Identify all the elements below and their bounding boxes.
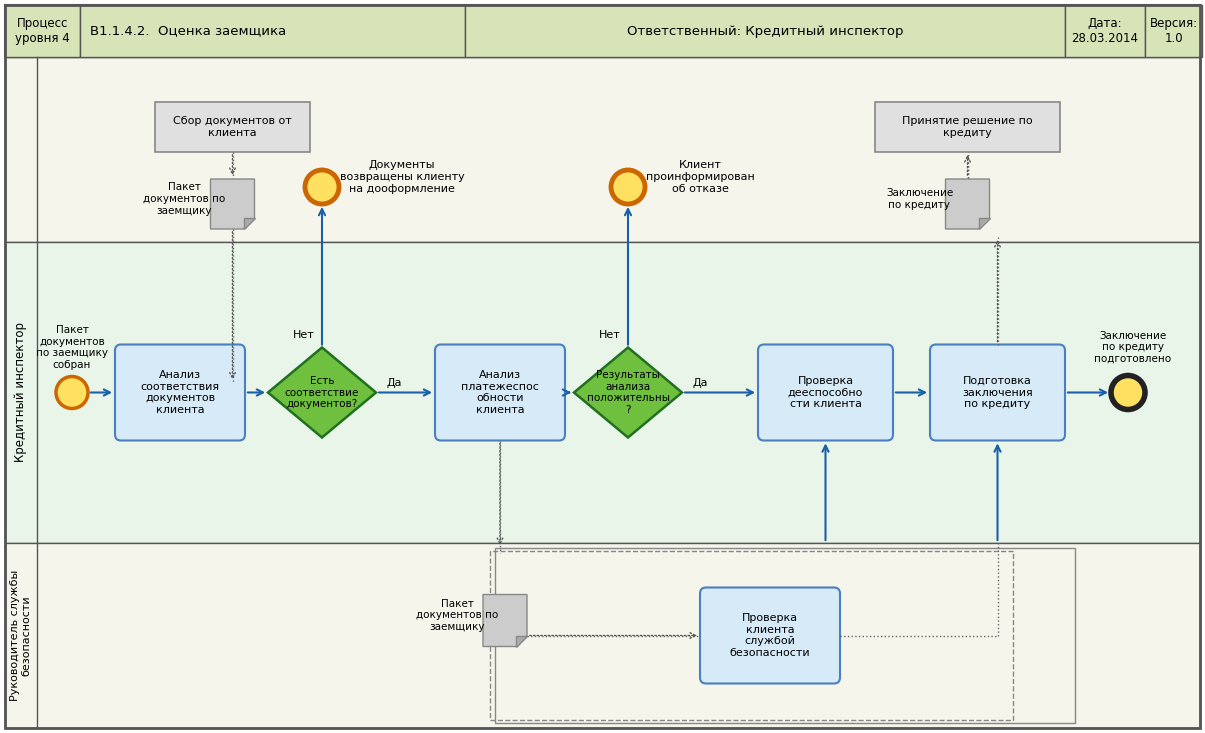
Text: Процесс
уровня 4: Процесс уровня 4 (16, 17, 70, 45)
Bar (5, 242, 1200, 543)
Bar (1145, 5, 1203, 57)
Polygon shape (483, 594, 527, 647)
Polygon shape (516, 636, 527, 647)
Circle shape (305, 170, 339, 204)
Bar (5, 57, 1200, 242)
Bar (5, 543, 1200, 728)
Circle shape (611, 170, 645, 204)
Text: Пакет
документов по
заемщику: Пакет документов по заемщику (416, 599, 498, 632)
Text: В1.1.4.2.  Оценка заемщика: В1.1.4.2. Оценка заемщика (90, 24, 287, 37)
Polygon shape (574, 347, 682, 438)
Text: Кредитный инспектор: Кредитный инспектор (14, 323, 28, 463)
Text: Ответственный: Кредитный инспектор: Ответственный: Кредитный инспектор (627, 24, 904, 37)
Bar (1065, 5, 1145, 57)
FancyBboxPatch shape (930, 345, 1065, 441)
Polygon shape (211, 179, 254, 229)
FancyBboxPatch shape (700, 588, 840, 683)
Bar (5, 5, 80, 57)
Text: Клиент
проинформирован
об отказе: Клиент проинформирован об отказе (646, 161, 754, 194)
FancyBboxPatch shape (435, 345, 565, 441)
Text: Да: Да (387, 377, 401, 388)
Bar (80, 5, 465, 57)
Text: Да: Да (692, 377, 707, 388)
FancyBboxPatch shape (114, 345, 245, 441)
Polygon shape (978, 218, 989, 229)
Polygon shape (268, 347, 376, 438)
FancyBboxPatch shape (758, 345, 893, 441)
Text: Нет: Нет (293, 331, 315, 341)
Polygon shape (946, 179, 989, 229)
Text: Пакет
документов по
заемщику: Пакет документов по заемщику (143, 183, 225, 216)
Bar (5, 5, 1200, 57)
Text: Версия:
1.0: Версия: 1.0 (1150, 17, 1198, 45)
Text: Проверка
дееспособно
сти клиента: Проверка дееспособно сти клиента (788, 376, 863, 409)
Text: Дата:
28.03.2014: Дата: 28.03.2014 (1071, 17, 1139, 45)
Text: Анализ
соответствия
документов
клиента: Анализ соответствия документов клиента (141, 370, 219, 415)
Text: Заключение
по кредиту
подготовлено: Заключение по кредиту подготовлено (1094, 331, 1171, 364)
Text: Руководитель службы
безопасности: Руководитель службы безопасности (10, 570, 31, 701)
Polygon shape (243, 218, 254, 229)
Text: Сбор документов от
клиента: Сбор документов от клиента (174, 117, 292, 138)
Text: Принятие решение по
кредиту: Принятие решение по кредиту (903, 117, 1033, 138)
Text: Проверка
клиента
службой
безопасности: Проверка клиента службой безопасности (730, 613, 810, 658)
Text: Пакет
документов
по заемщику
собран: Пакет документов по заемщику собран (36, 325, 108, 370)
Text: Документы
возвращены клиенту
на дооформление: Документы возвращены клиенту на дооформл… (340, 161, 464, 194)
Text: Есть
соответствие
документов?: Есть соответствие документов? (284, 376, 359, 409)
Text: Результаты
анализа
положительны
?: Результаты анализа положительны ? (587, 370, 670, 415)
Circle shape (1111, 375, 1145, 410)
Text: Нет: Нет (599, 331, 621, 341)
Circle shape (55, 377, 88, 408)
Bar (155, 102, 310, 152)
Bar (490, 551, 1012, 720)
Bar (495, 548, 1075, 723)
Bar (875, 102, 1060, 152)
Text: Заключение
по кредиту: Заключение по кредиту (886, 188, 953, 210)
Text: Подготовка
заключения
по кредиту: Подготовка заключения по кредиту (962, 376, 1033, 409)
Text: Анализ
платежеспос
обности
клиента: Анализ платежеспос обности клиента (462, 370, 539, 415)
Bar (465, 5, 1065, 57)
